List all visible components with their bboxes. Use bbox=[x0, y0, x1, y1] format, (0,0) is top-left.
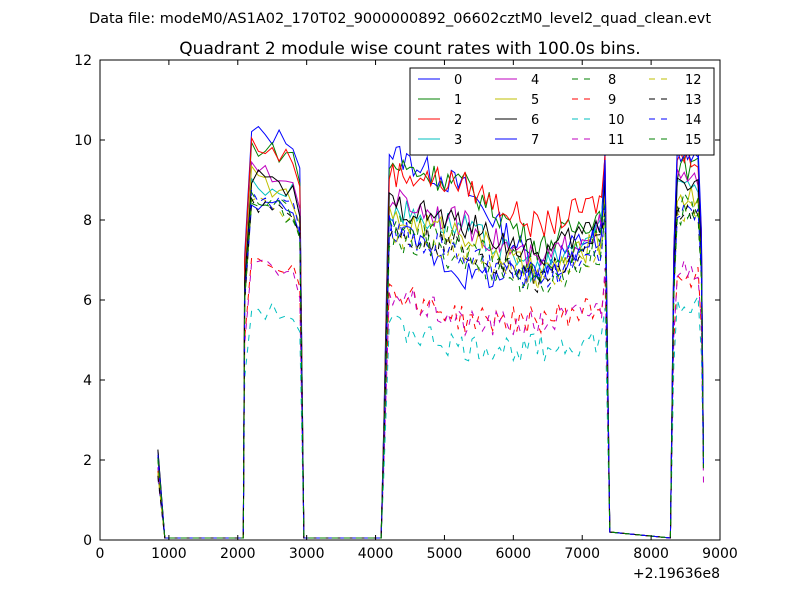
legend-label: 7 bbox=[531, 133, 539, 148]
x-tick-label: 7000 bbox=[564, 546, 600, 562]
series-line-5 bbox=[157, 164, 704, 539]
legend-label: 1 bbox=[454, 93, 462, 108]
legend-label: 14 bbox=[685, 113, 702, 128]
x-offset-label: +2.19636e8 bbox=[633, 566, 720, 582]
x-tick-label: 4000 bbox=[358, 546, 394, 562]
legend-label: 15 bbox=[685, 133, 702, 148]
x-tick-label: 1000 bbox=[151, 546, 187, 562]
ticks: 0 1000 2000 3000 4000 5000 6000 7000 8000 9000 0 2 4… bbox=[74, 53, 738, 562]
plot-lines bbox=[157, 125, 704, 539]
series-line-7 bbox=[157, 149, 704, 539]
series-line-14 bbox=[157, 187, 704, 539]
y-tick-label: 2 bbox=[83, 453, 92, 469]
series-line-10 bbox=[157, 294, 704, 539]
series-line-0 bbox=[157, 125, 704, 539]
series-line-8 bbox=[157, 191, 704, 539]
legend-label: 9 bbox=[608, 93, 616, 108]
series-line-11 bbox=[157, 258, 704, 539]
chart-title: Quadrant 2 module wise count rates with … bbox=[179, 39, 640, 59]
y-tick-label: 4 bbox=[83, 373, 92, 389]
legend-label: 11 bbox=[608, 133, 625, 148]
series-line-2 bbox=[157, 136, 704, 539]
series-line-4 bbox=[157, 160, 704, 539]
legend-label: 10 bbox=[608, 113, 625, 128]
x-tick-label: 0 bbox=[96, 546, 105, 562]
x-tick-label: 9000 bbox=[702, 546, 738, 562]
x-tick-label: 5000 bbox=[427, 546, 463, 562]
legend-label: 2 bbox=[454, 113, 462, 128]
x-tick-label: 6000 bbox=[496, 546, 532, 562]
y-tick-label: 0 bbox=[83, 533, 92, 549]
x-tick-label: 3000 bbox=[289, 546, 325, 562]
suptitle: Data file: modeM0/AS1A02_170T02_90000008… bbox=[89, 11, 711, 27]
series-line-6 bbox=[157, 169, 704, 539]
series-line-12 bbox=[157, 196, 704, 539]
legend-label: 4 bbox=[531, 73, 539, 88]
x-tick-label: 8000 bbox=[633, 546, 669, 562]
y-tick-label: 12 bbox=[74, 53, 92, 69]
legend-label: 3 bbox=[454, 133, 462, 148]
series-line-3 bbox=[157, 177, 704, 539]
legend-box bbox=[409, 67, 715, 156]
legend-label: 0 bbox=[454, 73, 462, 88]
legend-label: 6 bbox=[531, 113, 539, 128]
y-tick-label: 8 bbox=[83, 213, 92, 229]
series-line-1 bbox=[157, 140, 704, 539]
legend-label: 5 bbox=[531, 93, 539, 108]
legend-label: 13 bbox=[685, 93, 702, 108]
y-tick-label: 10 bbox=[74, 133, 92, 149]
y-tick-label: 6 bbox=[83, 293, 92, 309]
legend-label: 8 bbox=[608, 73, 616, 88]
series-line-9 bbox=[157, 257, 704, 539]
legend-label: 12 bbox=[685, 73, 702, 88]
x-tick-label: 2000 bbox=[220, 546, 256, 562]
series-line-15 bbox=[157, 190, 704, 539]
series-line-13 bbox=[157, 196, 704, 539]
